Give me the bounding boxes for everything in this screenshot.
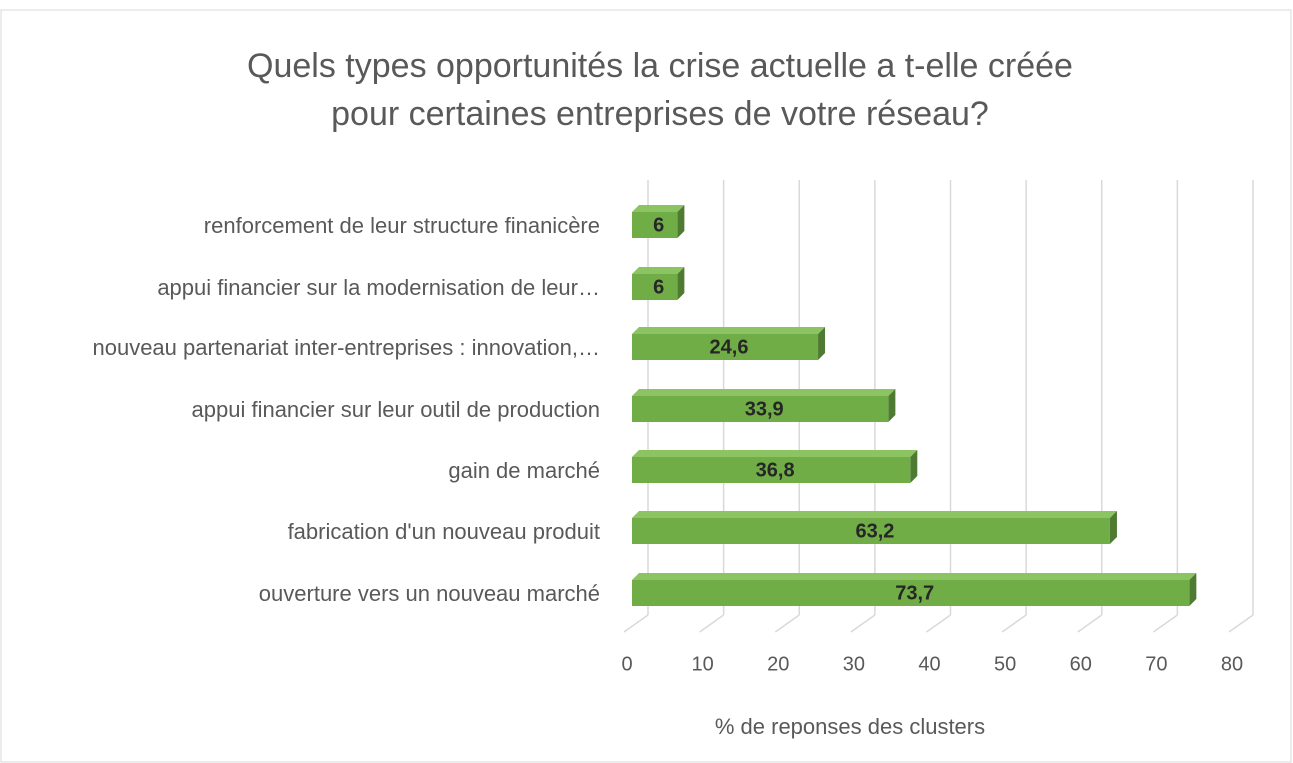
y-tick-label: appui financier sur leur outil de produc… [192, 397, 600, 422]
bar-top [632, 450, 918, 457]
data-label: 73,7 [895, 582, 934, 604]
grid-line [850, 614, 876, 633]
grid-line [926, 614, 951, 633]
bar-top [632, 205, 685, 212]
y-tick-label: fabrication d'un nouveau produit [288, 519, 600, 544]
chart-title: pour certaines entreprises de votre rése… [331, 95, 989, 133]
bar-top [632, 573, 1197, 580]
x-tick-label: 0 [621, 653, 632, 675]
bar-side [677, 205, 685, 238]
bar-side [818, 327, 826, 360]
grid-line [774, 614, 800, 633]
bar [632, 396, 889, 422]
y-tick-label: gain de marché [448, 458, 600, 483]
y-tick-label: ouverture vers un nouveau marché [259, 581, 600, 606]
data-label: 36,8 [756, 459, 795, 481]
x-tick-label: 70 [1145, 653, 1167, 675]
bar-side [677, 267, 685, 300]
grid-line [1228, 614, 1254, 633]
data-label: 24,6 [710, 336, 749, 358]
x-tick-label: 80 [1221, 653, 1243, 675]
bar [632, 518, 1110, 544]
grid-line [1152, 614, 1178, 633]
chart-border [0, 9, 1292, 763]
data-label: 6 [653, 214, 664, 236]
bar [632, 580, 1190, 606]
bar-top [632, 511, 1117, 518]
grid-line [1001, 614, 1027, 633]
bar-side [888, 389, 896, 422]
bar [632, 274, 678, 300]
x-tick-label: 30 [843, 653, 865, 675]
bar [632, 212, 678, 238]
y-tick-label: renforcement de leur structure finanicèr… [204, 213, 600, 238]
x-tick-label: 10 [692, 653, 714, 675]
x-tick-label: 40 [918, 653, 940, 675]
x-tick-label: 50 [994, 653, 1016, 675]
y-tick-label: appui financier sur la modernisation de … [157, 275, 600, 300]
x-axis-title: % de reponses des clusters [715, 714, 985, 739]
bar-side [910, 450, 918, 483]
chart-title: Quels types opportunités la crise actuel… [247, 47, 1073, 85]
bar [632, 334, 819, 360]
bar-top [632, 267, 685, 274]
grid-line [623, 614, 649, 633]
bar-side [1189, 573, 1197, 606]
data-label: 63,2 [856, 520, 895, 542]
grid-line [1077, 614, 1103, 633]
bar [632, 457, 911, 483]
x-tick-label: 20 [767, 653, 789, 675]
y-tick-label: nouveau partenariat inter-entreprises : … [92, 335, 600, 360]
data-label: 6 [653, 276, 664, 298]
grid-line [699, 614, 725, 633]
data-label: 33,9 [745, 398, 784, 420]
bar-top [632, 327, 826, 334]
x-tick-label: 60 [1070, 653, 1092, 675]
bar-top [632, 389, 896, 396]
bar-side [1109, 511, 1117, 544]
